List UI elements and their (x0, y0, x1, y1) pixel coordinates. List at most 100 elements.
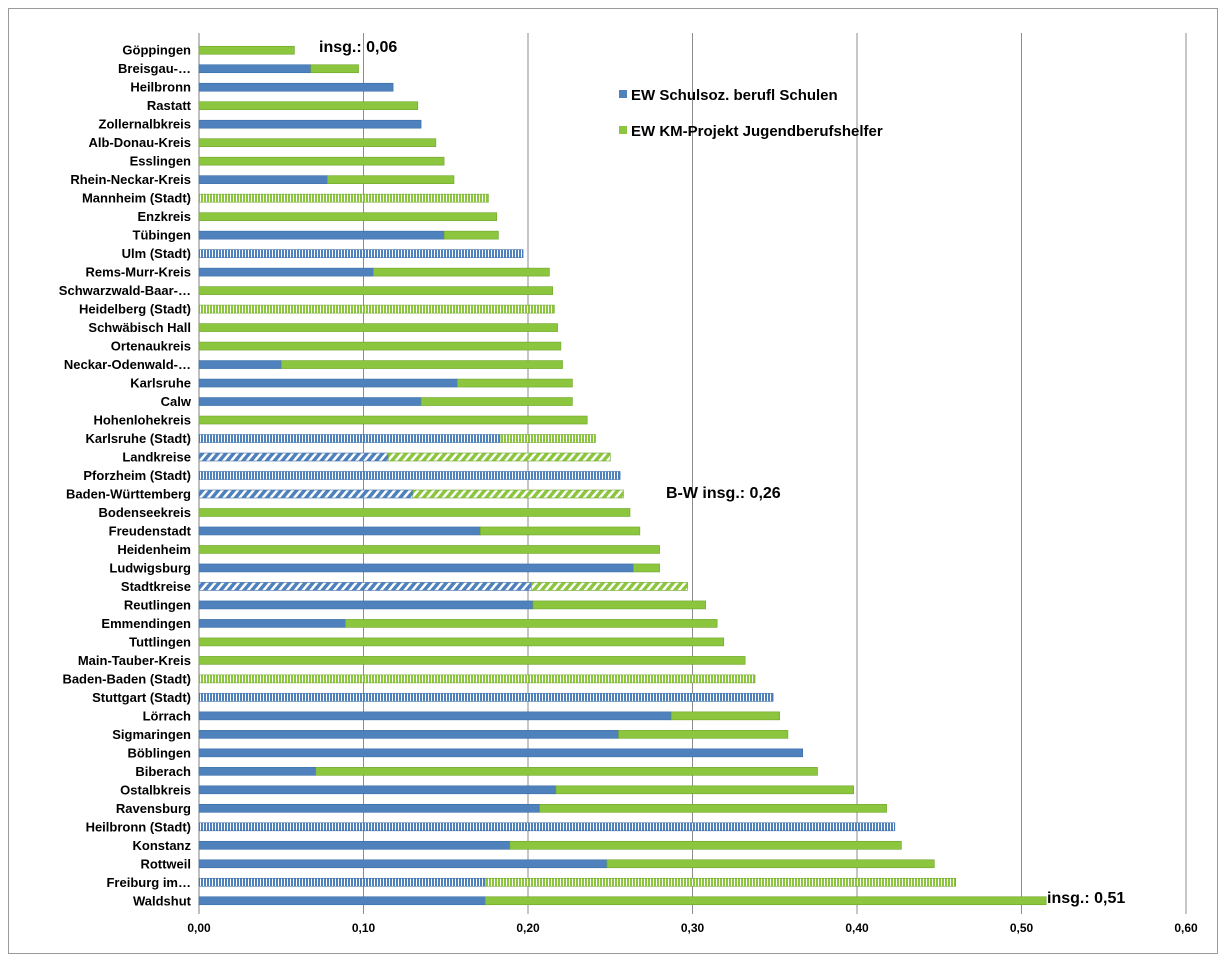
x-tick-label: 0,50 (1010, 921, 1034, 935)
x-tick-label: 0,60 (1174, 921, 1198, 935)
category-label: Heidenheim (117, 542, 191, 557)
bar-schulsoz (198, 471, 621, 480)
category-label: Mannheim (Stadt) (82, 191, 191, 206)
category-label: Pforzheim (Stadt) (83, 468, 191, 483)
bar-km-projekt (456, 378, 573, 388)
bar-km-projekt (310, 64, 359, 74)
category-label: Rastatt (147, 98, 192, 113)
x-tick-label: 0,30 (681, 921, 705, 935)
annotation-bw: B-W insg.: 0,26 (666, 485, 781, 502)
category-label: Biberach (135, 764, 191, 779)
bar-schulsoz (198, 82, 394, 92)
category-labels: Göppingen Breisgau-… Heilbronn Rastatt Zolle… (59, 43, 192, 909)
bar-schulsoz (198, 434, 501, 443)
x-tick-label: 0,40 (845, 921, 869, 935)
bar-km-projekt (555, 785, 855, 795)
category-label: Karlsruhe (Stadt) (86, 431, 191, 446)
category-label: Karlsruhe (130, 376, 191, 391)
bar-km-projekt (509, 840, 902, 850)
category-label: Bodenseekreis (99, 505, 192, 520)
bar-schulsoz (198, 619, 346, 628)
bar-schulsoz (198, 822, 896, 832)
bar-km-projekt (387, 452, 611, 462)
category-label: Breisgau-… (118, 61, 191, 76)
category-label: Lörrach (143, 708, 191, 723)
bar-km-projekt (327, 175, 455, 184)
bar-km-projekt (373, 267, 550, 277)
category-label: Göppingen (122, 43, 191, 58)
category-label: Baden-Baden (Stadt) (62, 671, 191, 686)
bar-km-projekt (632, 563, 660, 573)
bar-km-projekt (198, 656, 746, 665)
bar-km-projekt (420, 397, 573, 406)
category-label: Emmendingen (101, 616, 191, 631)
bar-km-projekt (198, 674, 756, 684)
legend-swatch-series-1 (619, 90, 627, 98)
legend-label-series-2: EW KM-Projekt Jugendberufshelfer (631, 123, 883, 140)
category-label: Stadtkreise (121, 579, 191, 594)
category-label: Calw (161, 394, 192, 409)
bar-km-projekt (198, 156, 445, 166)
category-label: Stuttgart (Stadt) (92, 690, 191, 705)
category-label: Heilbronn (Stadt) (86, 819, 191, 834)
bar-schulsoz (198, 267, 374, 277)
bar-km-projekt (198, 304, 555, 314)
bar-km-projekt (198, 341, 562, 351)
bar-schulsoz (198, 804, 540, 813)
bar-km-projekt (606, 859, 935, 869)
category-label: Ortenaukreis (111, 339, 191, 354)
bar-km-projekt (198, 415, 588, 425)
category-label: Ostalbkreis (120, 782, 191, 797)
bar-chart: Göppingen Breisgau-… Heilbronn Rastatt Zolle… (59, 33, 1198, 935)
category-label: Zollernalbkreis (99, 117, 191, 132)
category-label: Tuttlingen (129, 634, 191, 649)
bar-km-projekt (198, 637, 725, 647)
category-label: Freudenstadt (109, 523, 192, 538)
category-label: Konstanz (133, 838, 192, 853)
bar-km-projekt (198, 45, 295, 55)
bar-km-projekt (530, 582, 688, 591)
bar-km-projekt (198, 508, 631, 517)
category-label: Sigmaringen (112, 727, 191, 742)
bar-km-projekt (315, 767, 818, 776)
bar-schulsoz (198, 489, 414, 499)
bar-km-projekt (280, 360, 563, 369)
bar-km-projekt (198, 193, 489, 203)
category-label: Ludwigsburg (109, 560, 191, 575)
bar-km-projekt (345, 619, 718, 628)
category-label: Freiburg im… (106, 875, 191, 890)
chart-frame: Göppingen Breisgau-… Heilbronn Rastatt Zolle… (8, 8, 1218, 954)
category-label: Neckar-Odenwald-… (64, 357, 191, 372)
category-label: Ravensburg (116, 801, 191, 816)
bars-layer (198, 45, 1047, 906)
category-label: Esslingen (130, 154, 191, 169)
bar-schulsoz (198, 230, 445, 240)
bar-km-projekt (539, 804, 887, 813)
bar-km-projekt (198, 323, 558, 332)
bar-schulsoz (198, 785, 557, 795)
bar-km-projekt (484, 896, 1047, 906)
bar-km-projekt (443, 230, 499, 240)
bar-schulsoz (198, 711, 672, 721)
x-tick-label: 0,10 (352, 921, 376, 935)
category-label: Schwarzwald-Baar-… (59, 283, 191, 298)
category-label: Tübingen (133, 228, 192, 243)
legend-swatch-series-2 (619, 126, 627, 134)
category-label: Main-Tauber-Kreis (78, 653, 191, 668)
category-label: Rottweil (140, 856, 191, 871)
bar-schulsoz (198, 693, 774, 702)
category-label: Alb-Donau-Kreis (88, 135, 191, 150)
bar-schulsoz (198, 582, 532, 591)
bar-km-projekt (499, 434, 596, 443)
category-label: Rhein-Neckar-Kreis (70, 172, 191, 187)
bar-schulsoz (198, 64, 312, 74)
category-label: Schwäbisch Hall (88, 320, 191, 335)
x-tick-label: 0,00 (187, 921, 211, 935)
category-label: Baden-Württemberg (66, 486, 191, 501)
bar-km-projekt (198, 138, 437, 147)
bar-schulsoz (198, 730, 619, 739)
bar-schulsoz (198, 896, 486, 906)
legend: EW Schulsoz. berufl Schulen EW KM-Projek… (619, 87, 883, 140)
bar-km-projekt (479, 526, 641, 536)
category-label: Hohenlohekreis (93, 413, 191, 428)
